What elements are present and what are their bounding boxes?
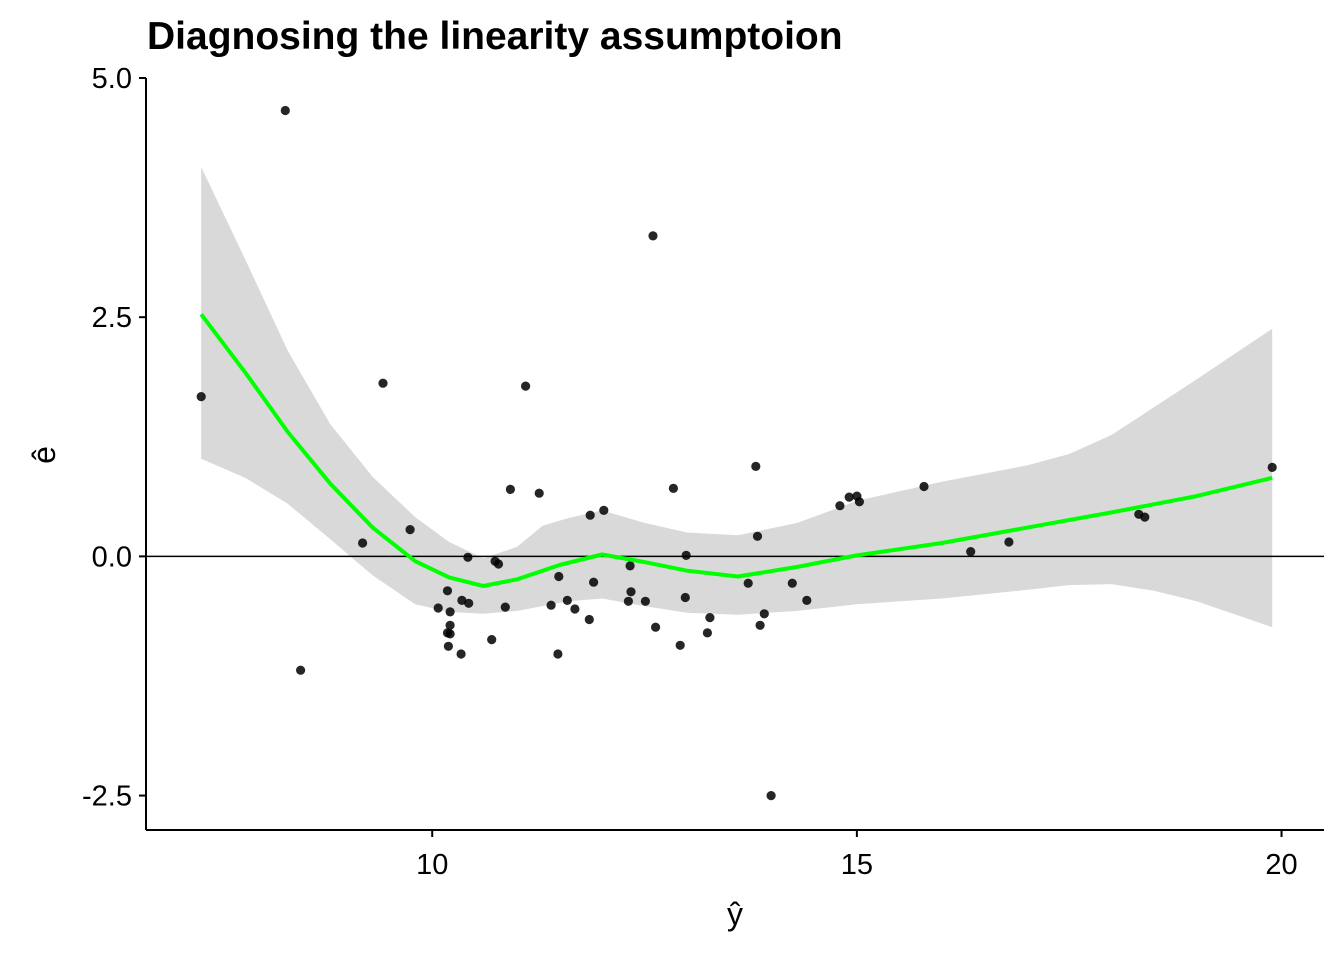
data-point-12 <box>445 607 455 617</box>
data-point-13 <box>445 629 455 639</box>
data-point-43 <box>681 550 691 561</box>
data-point-21 <box>500 602 510 612</box>
axes: -2.5 0.0 2.5 5.0 10 15 20 <box>82 63 1324 881</box>
data-point-34 <box>623 596 634 606</box>
data-point-46 <box>743 578 753 588</box>
data-point-59 <box>966 547 976 557</box>
x-tick-label-3: 20 <box>1265 849 1297 881</box>
data-point-48 <box>752 531 763 541</box>
data-point-60 <box>1004 537 1014 547</box>
data-point-25 <box>546 600 556 610</box>
chart-title: Diagnosing the linearity assumptoion <box>147 15 843 58</box>
data-point-10 <box>443 641 453 651</box>
data-point-20 <box>493 559 504 569</box>
data-point-16 <box>463 552 473 562</box>
data-point-42 <box>680 592 690 603</box>
x-axis-title: ŷ <box>727 896 743 932</box>
data-point-7 <box>433 603 443 613</box>
data-point-2 <box>280 105 290 116</box>
data-point-38 <box>648 231 658 241</box>
data-point-3 <box>296 665 306 675</box>
data-point-36 <box>626 587 636 597</box>
data-point-5 <box>378 378 388 388</box>
data-point-1 <box>196 392 206 402</box>
data-point-28 <box>562 595 572 606</box>
data-point-50 <box>759 609 769 619</box>
y-tick-label-1: -2.5 <box>82 781 132 813</box>
data-point-40 <box>668 483 679 493</box>
data-point-51 <box>766 791 776 801</box>
data-point-62 <box>1140 512 1150 522</box>
data-point-17 <box>464 598 474 608</box>
data-point-18 <box>487 635 497 645</box>
smooth-line <box>199 313 1273 588</box>
data-point-44 <box>702 628 713 638</box>
data-point-26 <box>553 649 563 659</box>
data-point-45 <box>705 613 715 623</box>
y-tick-label-2: 0.0 <box>92 541 132 573</box>
data-point-52 <box>787 578 797 588</box>
data-point-29 <box>570 604 580 614</box>
data-point-8 <box>442 586 453 596</box>
y-tick-label-3: 2.5 <box>92 302 132 334</box>
data-point-57 <box>854 497 865 507</box>
data-point-27 <box>554 571 564 582</box>
confidence-band <box>201 167 1273 628</box>
x-tick-label-1: 10 <box>416 849 448 881</box>
y-tick-label-4: 5.0 <box>92 63 132 95</box>
plot-area <box>146 105 1324 801</box>
data-point-63 <box>1267 462 1277 472</box>
y-axis-title: ê <box>26 446 62 464</box>
data-point-58 <box>919 481 929 492</box>
data-point-23 <box>521 381 531 391</box>
data-point-24 <box>534 488 544 498</box>
data-point-33 <box>599 505 609 515</box>
data-point-54 <box>835 501 845 511</box>
data-point-30 <box>584 614 594 625</box>
data-point-11 <box>445 620 455 630</box>
data-point-39 <box>651 622 661 632</box>
data-point-35 <box>625 561 635 571</box>
data-point-31 <box>585 510 595 520</box>
data-point-41 <box>675 640 685 650</box>
data-point-6 <box>405 525 415 535</box>
data-point-53 <box>802 595 812 606</box>
data-point-47 <box>751 461 761 471</box>
data-point-4 <box>358 538 368 548</box>
data-point-22 <box>505 484 515 494</box>
x-tick-label-2: 15 <box>841 849 873 881</box>
data-point-14 <box>456 649 466 659</box>
data-point-32 <box>589 577 599 587</box>
data-point-49 <box>755 620 765 630</box>
data-point-55 <box>844 492 854 502</box>
data-point-37 <box>640 596 651 606</box>
